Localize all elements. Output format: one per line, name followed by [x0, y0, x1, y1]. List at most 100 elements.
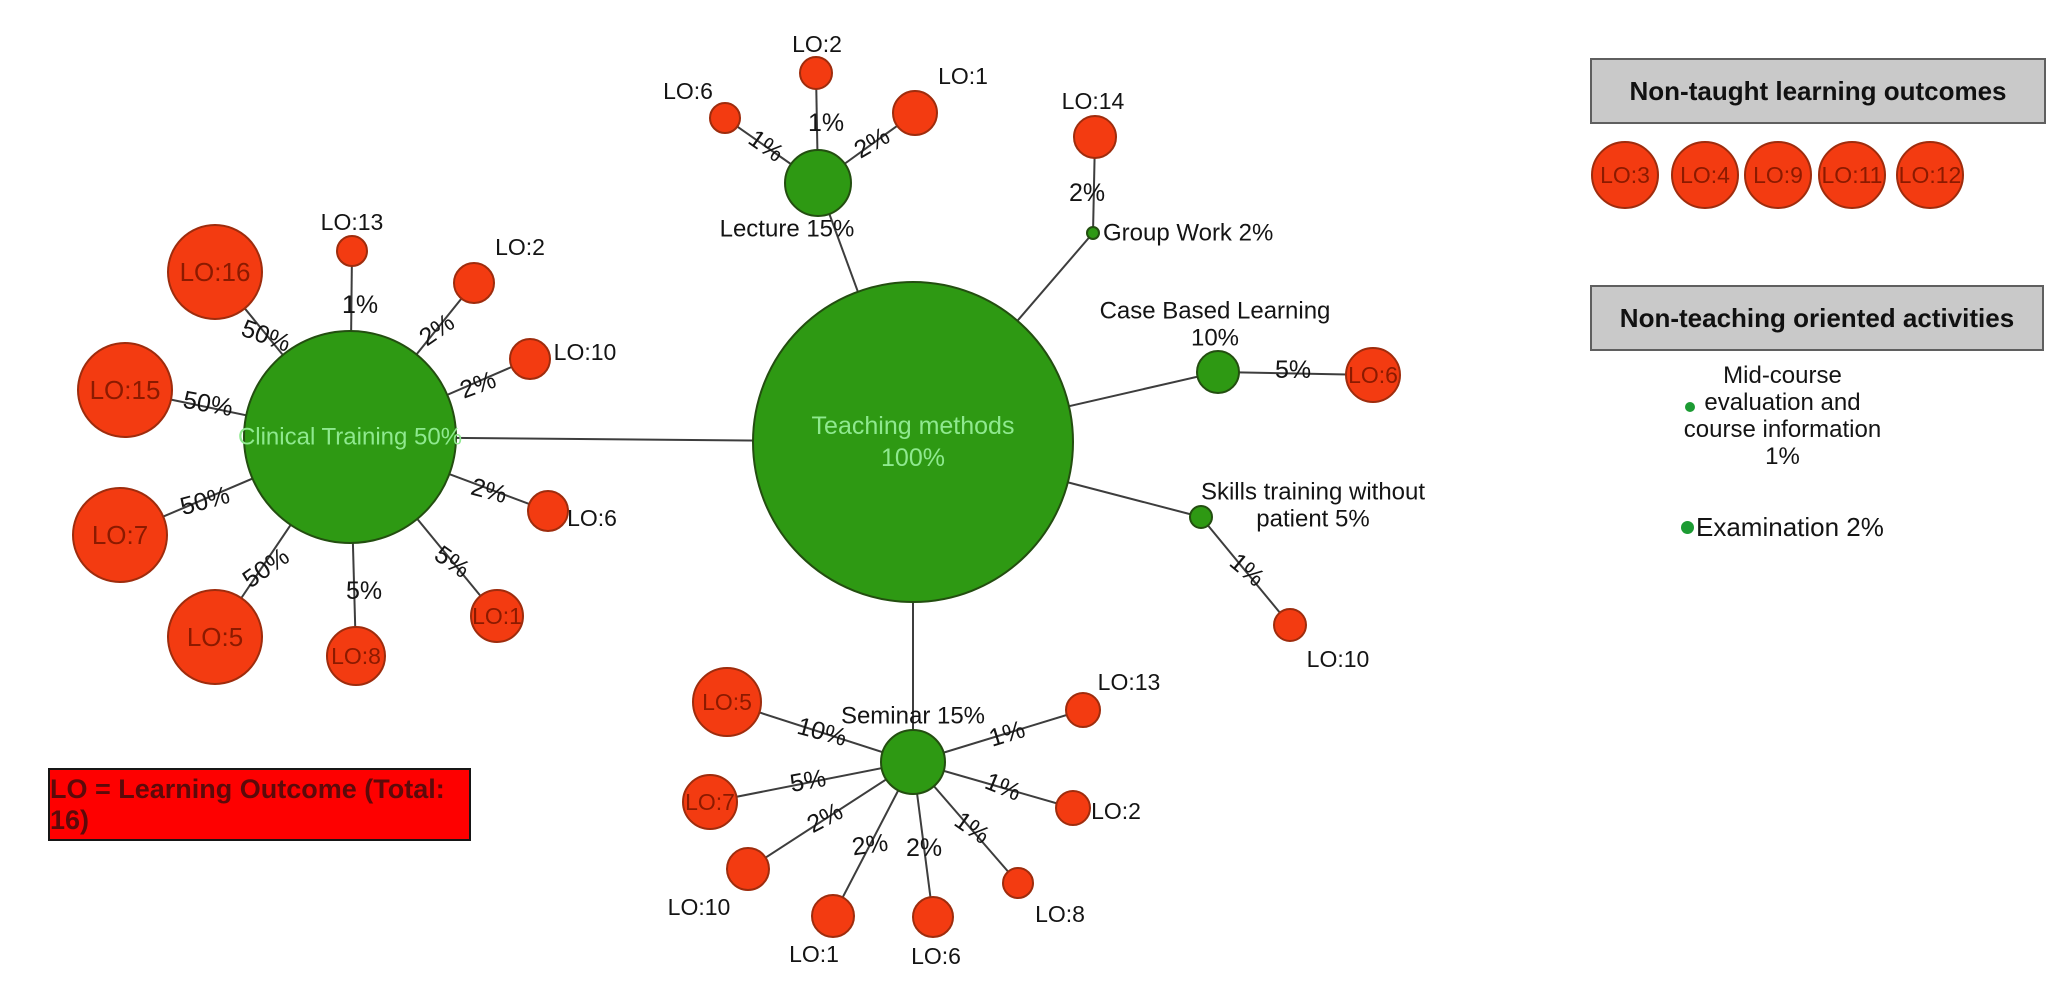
lo-node-legend-lo11 [1818, 141, 1886, 209]
lo-node-seminar-lo8 [1002, 867, 1034, 899]
midcourse-line-1: Mid-course [1723, 362, 1842, 389]
edge-skills--skills-lo10 [1200, 516, 1291, 626]
lo-node-clinical-lo2 [453, 262, 495, 304]
lo-node-clinical-lo7 [72, 487, 168, 583]
legend-non-taught-box: Non-taught learning outcomes [1590, 58, 2046, 124]
lo-node-seminar-lo2 [1055, 790, 1091, 826]
edge-label-clinical--clinical-lo15: 50% [181, 386, 235, 422]
edge-seminar--seminar-lo7 [709, 761, 914, 803]
edge-label-clinical--clinical-lo2: 2% [414, 308, 460, 352]
lo-label-seminar-lo7: LO:7 [685, 789, 735, 815]
edge-label-seminar--seminar-lo13: 1% [986, 715, 1029, 752]
hub-node-skills [1189, 505, 1213, 529]
lo-node-legend-lo12 [1896, 141, 1964, 209]
edge-label-clinical--clinical-lo6: 2% [468, 473, 510, 509]
lo-node-seminar-lo1 [811, 894, 855, 938]
edge-label-lecture--lecture-lo6: 1% [743, 124, 789, 168]
lo-node-seminar-lo10 [726, 847, 770, 891]
hub-node-lecture [784, 149, 852, 217]
lo-label-cbl-lo6: LO:6 [1348, 362, 1398, 388]
hub-label-teaching-1: 100% [881, 444, 945, 472]
lo-abbreviation-note: LO = Learning Outcome (Total: 16) [50, 773, 445, 835]
lo-node-clinical-lo8 [326, 626, 386, 686]
lo-label-clinical-lo7: LO:7 [92, 520, 148, 550]
hub-node-group-work [1086, 226, 1100, 240]
hub-node-teaching [752, 281, 1074, 603]
lo-node-cbl-lo6 [1345, 347, 1401, 403]
edge-label-seminar--seminar-lo2: 1% [981, 767, 1025, 806]
hub-label-teaching-0: Teaching methods [812, 412, 1015, 440]
hub-label-seminar-0: Seminar 15% [841, 703, 985, 730]
lo-node-clinical-lo16 [167, 224, 263, 320]
lo-label-legend-lo12: LO:12 [1899, 162, 1962, 188]
edge-label-seminar--seminar-lo7: 5% [788, 764, 828, 798]
legend-non-teaching-title: Non-teaching oriented activities [1619, 302, 2015, 333]
edge-label-clinical--clinical-lo5: 50% [237, 542, 294, 594]
lo-label-seminar-lo10: LO:10 [668, 894, 731, 920]
lo-node-clinical-lo5 [167, 589, 263, 685]
lo-label-clinical-lo8: LO:8 [331, 643, 381, 669]
edge-label-case-based--cbl-lo6: 5% [1275, 356, 1311, 384]
lo-label-lecture-lo1: LO:1 [938, 63, 988, 89]
lo-node-clinical-lo15 [77, 342, 173, 438]
lo-label-seminar-lo1: LO:1 [789, 941, 839, 967]
lo-node-lecture-lo1 [892, 90, 938, 136]
lo-label-legend-lo4: LO:4 [1680, 162, 1730, 188]
hub-label-skills-1: patient 5% [1256, 506, 1369, 533]
lo-node-legend-lo3 [1591, 141, 1659, 209]
midcourse-line-2: evaluation and [1704, 389, 1861, 416]
lo-label-lecture-lo2: LO:2 [792, 31, 842, 57]
lo-label-legend-lo9: LO:9 [1753, 162, 1803, 188]
lo-label-lecture-lo6: LO:6 [663, 78, 713, 104]
hub-node-case-based [1196, 350, 1240, 394]
edge-label-clinical--clinical-lo13: 1% [342, 291, 378, 319]
lo-label-legend-lo11: LO:11 [1822, 162, 1883, 188]
edge-label-lecture--lecture-lo2: 1% [808, 109, 844, 137]
lo-node-seminar-lo7 [682, 774, 738, 830]
lo-label-clinical-lo5: LO:5 [187, 622, 243, 652]
edge-label-seminar--seminar-lo10: 2% [802, 797, 847, 839]
hub-node-seminar [880, 729, 946, 795]
lo-node-legend-lo4 [1671, 141, 1739, 209]
legend-non-taught-title: Non-taught learning outcomes [1629, 75, 2007, 106]
legend-entry-midcourse: Mid-course evaluation and course informa… [1640, 362, 1925, 470]
edge-label-clinical--clinical-lo8: 5% [346, 577, 382, 605]
examination-label: Examination 2% [1696, 512, 1884, 542]
lo-label-seminar-lo6: LO:6 [911, 943, 961, 969]
edge-label-clinical--clinical-lo10: 2% [456, 366, 500, 405]
lo-node-skills-lo10 [1273, 608, 1307, 642]
lo-label-clinical-lo10: LO:10 [554, 339, 617, 365]
lo-node-clinical-lo13 [336, 235, 368, 267]
hub-label-lecture-0: Lecture 15% [720, 216, 855, 243]
lo-node-lecture-lo2 [799, 56, 833, 90]
lo-node-clinical-lo6 [527, 490, 569, 532]
midcourse-line-3: course information [1683, 416, 1882, 443]
lo-node-lecture-lo6 [709, 102, 741, 134]
lo-node-legend-lo9 [1744, 141, 1812, 209]
lo-label-skills-lo10: LO:10 [1307, 646, 1370, 672]
lo-label-clinical-lo2: LO:2 [495, 234, 545, 260]
midcourse-line-4: 1% [1765, 443, 1800, 470]
lo-abbreviation-note-box: LO = Learning Outcome (Total: 16) [48, 768, 471, 841]
lo-node-seminar-lo5 [692, 667, 762, 737]
lo-node-seminar-lo13 [1065, 692, 1101, 728]
lo-node-seminar-lo6 [912, 896, 954, 938]
lo-label-clinical-lo6: LO:6 [567, 505, 617, 531]
edge-label-clinical--clinical-lo7: 50% [177, 481, 233, 521]
lo-label-legend-lo3: LO:3 [1600, 162, 1650, 188]
edge-label-group-work--groupwork-lo14: 2% [1069, 179, 1105, 207]
lo-label-clinical-lo13: LO:13 [321, 209, 384, 235]
lo-label-seminar-lo8: LO:8 [1035, 901, 1085, 927]
legend-non-teaching-box: Non-teaching oriented activities [1590, 285, 2044, 351]
lo-label-seminar-lo5: LO:5 [702, 689, 752, 715]
hub-label-case-based-1: 10% [1191, 325, 1239, 352]
lo-label-groupwork-lo14: LO:14 [1062, 88, 1125, 114]
lo-node-clinical-lo10 [509, 338, 551, 380]
hub-label-skills-0: Skills training without [1201, 479, 1425, 506]
edge-label-seminar--seminar-lo1: 2% [850, 829, 890, 862]
edge-label-seminar--seminar-lo6: 2% [906, 834, 942, 862]
hub-label-case-based-0: Case Based Learning [1100, 298, 1331, 325]
edge-label-lecture--lecture-lo1: 2% [849, 122, 894, 164]
edge-label-clinical--clinical-lo1: 5% [429, 540, 475, 584]
